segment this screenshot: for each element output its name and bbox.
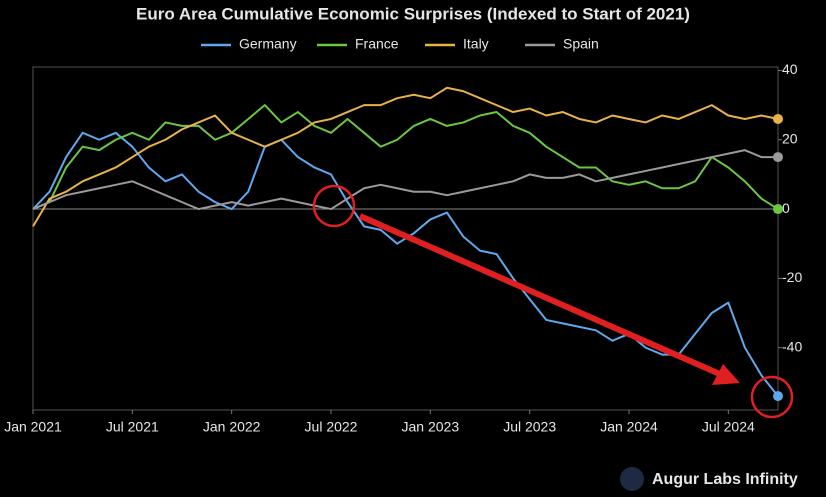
arrow-head <box>712 364 740 385</box>
x-tick-label: Jul 2021 <box>106 419 159 435</box>
x-tick-label: Jul 2024 <box>702 419 755 435</box>
y-tick-label: -20 <box>782 269 802 285</box>
arrow-shaft <box>358 213 724 378</box>
series-line <box>32 86 779 227</box>
chart-title: Euro Area Cumulative Economic Surprises … <box>136 4 690 23</box>
legend-label: Spain <box>563 36 599 52</box>
series-line <box>32 149 778 211</box>
highlight-circle <box>750 375 794 419</box>
legend-label: Italy <box>463 36 489 52</box>
end-marker <box>773 391 783 402</box>
y-tick-label: 0 <box>782 200 790 216</box>
annotation <box>312 184 794 419</box>
plot-area: -40 -20 0 20 40 Jan 2021 Jul 2021 Jan 2022 Jul 2… <box>4 61 802 435</box>
plot-frame <box>32 66 779 411</box>
end-marker <box>773 204 783 215</box>
y-tick-label: 20 <box>782 130 798 146</box>
legend-label: France <box>355 36 399 52</box>
end-marker <box>773 152 783 163</box>
x-tick-label: Jan 2021 <box>4 419 62 435</box>
end-marker <box>773 113 783 124</box>
x-tick-label: Jul 2022 <box>305 419 358 435</box>
x-tick-label: Jan 2022 <box>203 419 261 435</box>
x-tick-label: Jul 2023 <box>503 419 556 435</box>
series-line <box>32 104 779 210</box>
logo <box>620 467 644 491</box>
y-tick-label: 40 <box>782 61 798 77</box>
x-tick-label: Jan 2023 <box>402 419 460 435</box>
highlight-circle <box>312 184 356 228</box>
x-tick-label: Jan 2024 <box>600 419 658 435</box>
y-tick-label: -40 <box>782 338 802 354</box>
legend-label: Germany <box>239 36 297 52</box>
watermark: Augur Labs Infinity <box>652 471 798 488</box>
